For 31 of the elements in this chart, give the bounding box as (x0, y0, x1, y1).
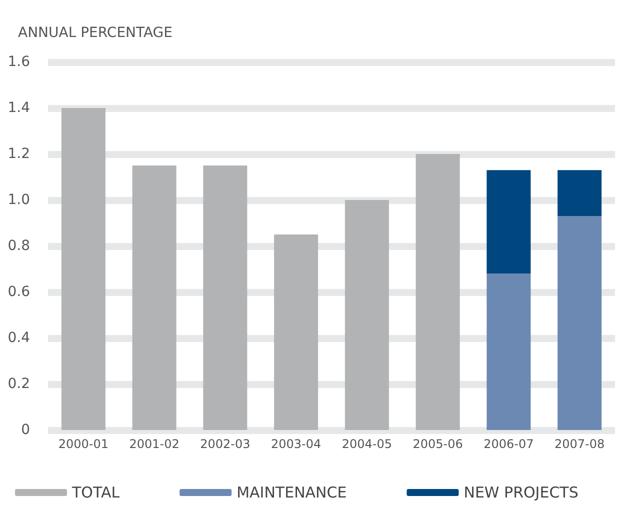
x-tick-label: 2002-03 (200, 437, 250, 451)
x-tick-label: 2001-02 (129, 437, 180, 451)
bar (558, 170, 602, 216)
bar (558, 216, 602, 430)
x-tick-label: 2007-08 (554, 437, 605, 451)
y-tick-label: 1.4 (8, 100, 30, 116)
bar (486, 274, 531, 430)
x-tick-label: 2003-04 (270, 437, 322, 451)
bar (274, 234, 318, 430)
bar (486, 170, 531, 274)
legend-label: MAINTENANCE (236, 484, 347, 502)
y-tick-label: 0.8 (8, 238, 30, 254)
legend-label: NEW PROJECTS (464, 484, 578, 502)
y-tick-label: 0.6 (8, 284, 30, 300)
legend-label: TOTAL (71, 484, 120, 502)
y-tick-label: 0.2 (8, 376, 30, 392)
bar (416, 154, 460, 430)
y-tick-label: 1.2 (8, 146, 30, 162)
y-tick-label: 0.4 (8, 330, 30, 346)
y-tick-label: 0 (21, 422, 30, 438)
bar (344, 200, 389, 430)
x-tick-label: 2006-07 (484, 437, 534, 451)
bar (132, 166, 176, 430)
x-tick-label: 2004-05 (342, 437, 392, 451)
y-tick-label: 1.6 (8, 54, 30, 70)
y-tick-label: 1.0 (8, 192, 30, 208)
x-tick-label: 2000-01 (58, 437, 109, 451)
bar (203, 166, 248, 430)
y-axis-title: ANNUAL PERCENTAGE (18, 25, 172, 41)
x-tick-label: 2005-06 (412, 437, 463, 451)
bar (61, 108, 106, 430)
